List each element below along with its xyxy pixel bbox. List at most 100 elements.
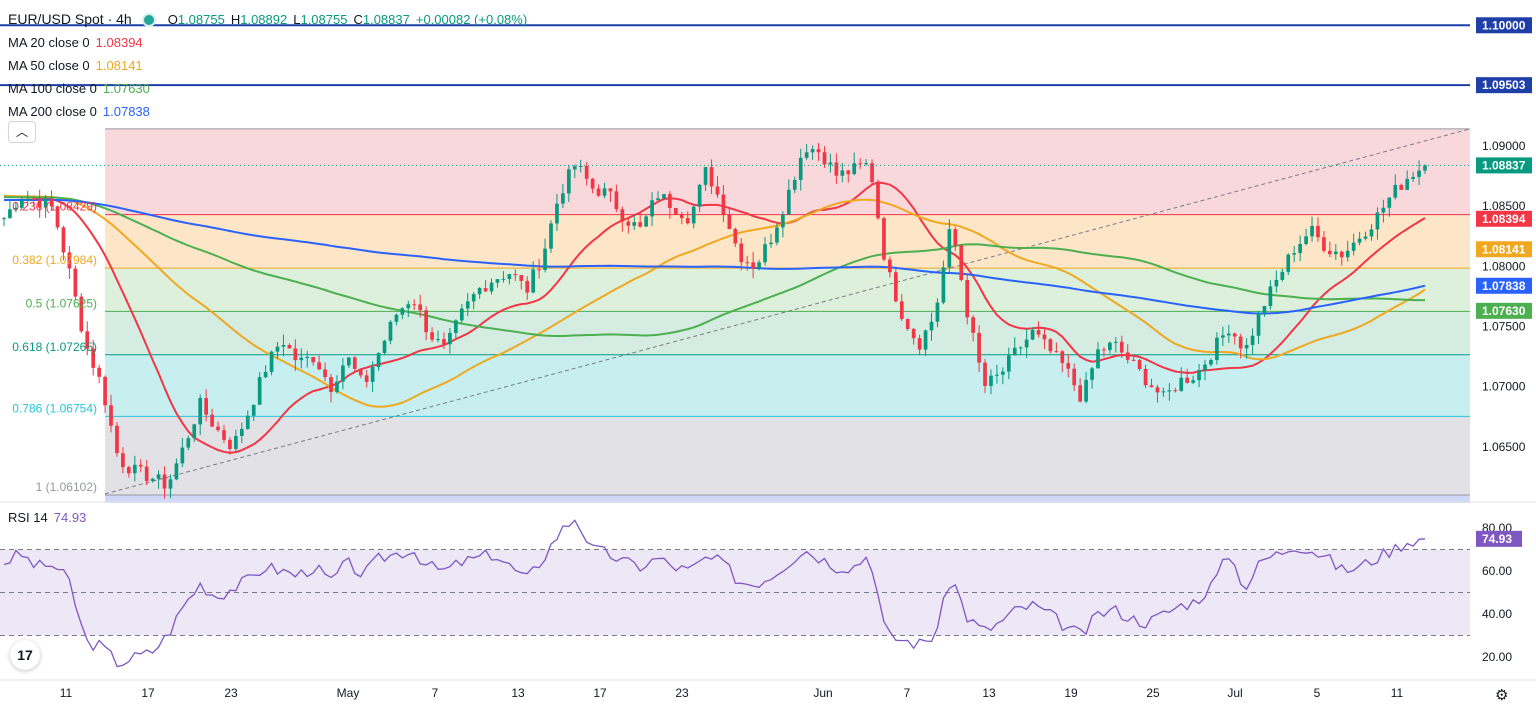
candle-body bbox=[269, 351, 274, 372]
candle-body bbox=[465, 301, 470, 309]
fib-level-label: 0.236 (1.08429) bbox=[12, 200, 97, 214]
candle-body bbox=[61, 227, 66, 253]
candle-body bbox=[1250, 335, 1255, 345]
candle-body bbox=[739, 243, 744, 263]
candle-body bbox=[121, 453, 125, 468]
candle-body bbox=[132, 464, 137, 474]
candle-body bbox=[1369, 229, 1374, 237]
candle-body bbox=[138, 464, 143, 467]
candle-body bbox=[1054, 351, 1059, 353]
price-tick-label: 1.07000 bbox=[1482, 380, 1526, 394]
rsi-line bbox=[3, 519, 1426, 668]
candle-body bbox=[816, 149, 821, 153]
candle-body bbox=[1155, 387, 1160, 393]
candle-body bbox=[1405, 178, 1410, 190]
symbol-title[interactable]: EUR/USD Spot · 4h bbox=[8, 11, 132, 27]
tradingview-logo-icon[interactable]: 17 bbox=[10, 640, 40, 670]
candle-body bbox=[917, 338, 922, 350]
candle-body bbox=[251, 404, 256, 416]
ma50-legend[interactable]: MA 50 close 0 1.08141 bbox=[8, 54, 527, 77]
fibonacci-retracement bbox=[105, 128, 1470, 503]
candle-body bbox=[561, 193, 565, 204]
candle-body bbox=[406, 304, 411, 309]
candle-body bbox=[983, 362, 987, 387]
rsi-label: RSI 14 bbox=[8, 510, 48, 525]
rsi-legend-value: 74.93 bbox=[53, 510, 87, 525]
candle-body bbox=[668, 194, 672, 209]
candle-body bbox=[1423, 165, 1427, 171]
candle-body bbox=[418, 304, 423, 311]
candle-body bbox=[858, 163, 863, 165]
ma20-line bbox=[3, 181, 1426, 454]
candle-body bbox=[893, 272, 898, 302]
chevron-up-icon[interactable]: ︿ bbox=[8, 121, 36, 143]
candle-body bbox=[43, 199, 48, 208]
candle-body bbox=[626, 221, 631, 226]
candle-body bbox=[1393, 184, 1398, 198]
rsi-legend[interactable]: RSI 14 74.93 bbox=[8, 510, 86, 525]
candle-body bbox=[1078, 385, 1082, 402]
price-tick-label: 1.08500 bbox=[1482, 199, 1526, 213]
candle-body bbox=[287, 344, 292, 349]
candle-body bbox=[602, 188, 607, 196]
candle-body bbox=[989, 375, 993, 387]
candle-body bbox=[1280, 271, 1285, 280]
candlesticks bbox=[2, 143, 1427, 499]
gear-icon[interactable]: ⚙ bbox=[1495, 687, 1509, 704]
time-tick-label: 13 bbox=[982, 686, 996, 700]
time-tick-label: Jun bbox=[813, 686, 832, 700]
fib-level-label: 0.618 (1.07265) bbox=[12, 340, 97, 354]
ohlc-high: H1.08892 bbox=[230, 12, 288, 27]
candle-body bbox=[596, 188, 601, 196]
candle-body bbox=[55, 206, 60, 228]
ma200-legend[interactable]: MA 200 close 0 1.07838 bbox=[8, 100, 527, 123]
candle-body bbox=[1298, 244, 1302, 254]
candle-body bbox=[275, 346, 280, 352]
candle-body bbox=[376, 353, 381, 368]
symbol-row: EUR/USD Spot · 4h O1.08755 H1.08892 L1.0… bbox=[8, 8, 527, 31]
candle-body bbox=[1411, 176, 1415, 179]
candle-body bbox=[1268, 286, 1273, 307]
price-badge bbox=[1476, 241, 1532, 258]
fib-zone bbox=[105, 311, 1470, 355]
candle-body bbox=[911, 328, 916, 339]
candle-body bbox=[751, 262, 755, 269]
chart-legend: EUR/USD Spot · 4h O1.08755 H1.08892 L1.0… bbox=[8, 8, 527, 123]
candle-body bbox=[127, 467, 131, 474]
candle-body bbox=[1036, 330, 1041, 335]
candle-body bbox=[1256, 313, 1261, 336]
ma50-value: 1.08141 bbox=[95, 58, 143, 73]
candle-body bbox=[1108, 342, 1112, 351]
candle-body bbox=[513, 274, 518, 276]
candle-body bbox=[1060, 351, 1065, 364]
candle-body bbox=[477, 288, 482, 295]
fib-level-label: 0.382 (1.07984) bbox=[12, 253, 97, 267]
rsi-badge-label: 74.93 bbox=[1482, 532, 1512, 546]
candle-body bbox=[1322, 237, 1326, 251]
candle-body bbox=[341, 365, 345, 382]
time-tick-label: 5 bbox=[1314, 686, 1321, 700]
price-badge-label: 1.09503 bbox=[1482, 78, 1526, 92]
ohlc-low: L1.08755 bbox=[293, 12, 348, 27]
time-tick-label: 25 bbox=[1146, 686, 1160, 700]
candle-body bbox=[899, 301, 904, 320]
candle-body bbox=[156, 474, 161, 479]
candle-body bbox=[1357, 238, 1362, 243]
candle-body bbox=[882, 218, 886, 260]
candle-body bbox=[281, 344, 286, 347]
ma20-legend[interactable]: MA 20 close 0 1.08394 bbox=[8, 31, 527, 54]
candle-body bbox=[263, 371, 268, 378]
ma100-legend[interactable]: MA 100 close 0 1.07630 bbox=[8, 77, 527, 100]
rsi-badge bbox=[1476, 530, 1522, 547]
candle-body bbox=[97, 367, 101, 377]
candle-body bbox=[555, 203, 559, 224]
candle-body bbox=[1191, 380, 1195, 383]
candle-body bbox=[454, 320, 458, 333]
candle-body bbox=[1102, 349, 1106, 351]
rsi-tick-label: 20.00 bbox=[1482, 650, 1512, 664]
candle-body bbox=[572, 166, 577, 170]
candle-body bbox=[91, 348, 96, 368]
candle-body bbox=[1286, 254, 1291, 272]
